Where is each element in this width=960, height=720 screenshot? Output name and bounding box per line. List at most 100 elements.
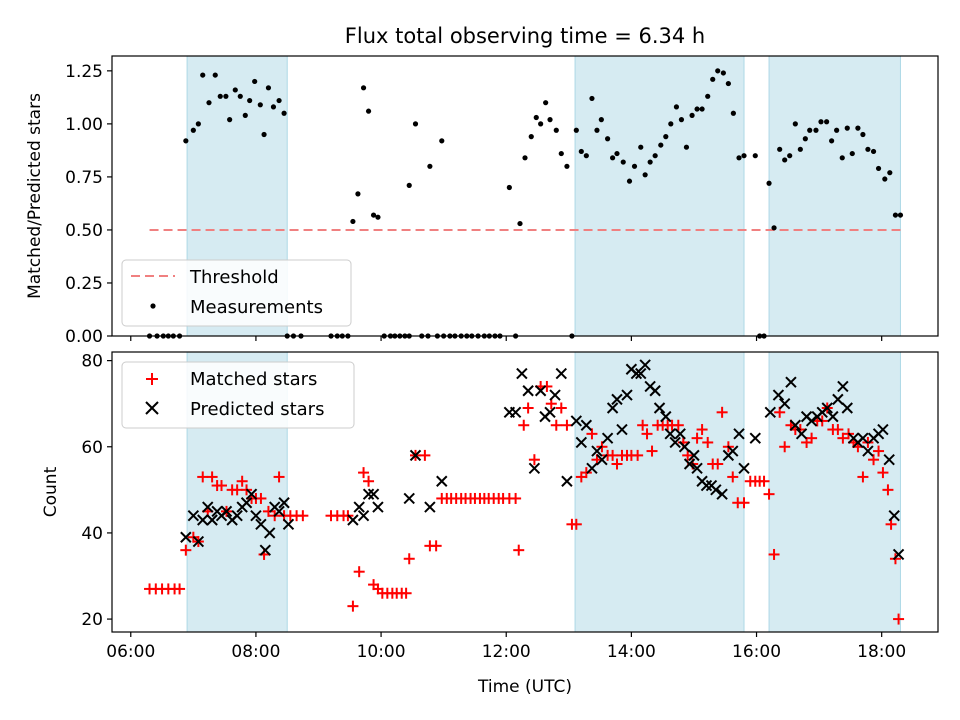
legend-label-predicted: Predicted stars (190, 399, 324, 420)
predicted-stars-point (653, 402, 666, 414)
matched-stars-point (885, 518, 897, 530)
predicted-stars-point (772, 389, 785, 401)
measurement-point (730, 110, 736, 116)
predicted-stars-point (586, 462, 598, 475)
measurement-point (594, 127, 600, 133)
measurement-point (195, 121, 201, 127)
matched-stars-point (510, 492, 522, 504)
top-x-ticks (130, 336, 883, 341)
measurement-point (350, 218, 356, 225)
bottom-shaded-regions (186, 351, 901, 633)
matched-stars-point (727, 471, 739, 483)
measurement-point (517, 220, 523, 227)
measurement-point (370, 212, 377, 218)
matched-stars-point (712, 458, 724, 470)
matched-stars-point (586, 428, 598, 440)
matched-stars-point (570, 518, 582, 530)
measurement-point (439, 138, 445, 144)
predicted-stars-point (424, 501, 436, 513)
measurement-point (543, 100, 549, 106)
matched-stars-point (857, 471, 869, 483)
matched-stars-point (611, 458, 623, 470)
predicted-stars-point (789, 419, 802, 431)
predicted-stars-point (409, 449, 422, 462)
matched-stars-point (877, 467, 889, 479)
measurement-point (270, 104, 277, 110)
matched-stars-point (236, 475, 248, 487)
measurement-point (533, 114, 539, 121)
predicted-stars-point (749, 432, 761, 444)
predicted-stars-point (611, 393, 623, 406)
matched-stars-point (763, 488, 775, 500)
predicted-stars-point (888, 509, 900, 522)
measurement-point (647, 159, 653, 165)
matched-stars-point (873, 445, 885, 457)
matched-stars-point (528, 454, 540, 466)
measurement-point (355, 191, 361, 197)
measurement-point (573, 127, 579, 133)
matched-stars-point (358, 467, 370, 479)
measurement-point (522, 155, 528, 161)
y-tick-label: 0.25 (65, 274, 103, 294)
y-tick-label: 60 (81, 438, 103, 458)
measurement-point (870, 148, 877, 155)
measurement-point (242, 112, 248, 118)
matched-stars-point (400, 587, 412, 599)
predicted-stars-point (367, 488, 380, 500)
predicted-stars-point (795, 428, 808, 440)
predicted-stars-point (691, 462, 703, 475)
matched-stars-point (607, 449, 619, 461)
predicted-stars-point (877, 423, 889, 436)
predicted-stars-point (678, 441, 691, 453)
matched-stars-point (868, 454, 880, 466)
matched-stars-point (197, 471, 209, 483)
matched-stars-point (672, 419, 684, 431)
measurement-point (276, 97, 282, 104)
predicted-stars-point (362, 488, 375, 500)
measurement-point (725, 80, 731, 87)
legend-label-measurements: Measurements (190, 297, 323, 318)
measurement-point (614, 150, 620, 157)
matched-stars-point (180, 544, 192, 556)
measurement-point (217, 93, 223, 99)
predicted-stars-point (639, 359, 651, 371)
measurement-point (860, 131, 866, 138)
predicted-stars-point (549, 389, 561, 401)
measurement-point (797, 146, 803, 152)
predicted-stars-point (231, 509, 243, 522)
predicted-stars-point (630, 367, 643, 380)
predicted-stars-point (764, 406, 777, 419)
predicted-stars-point (733, 428, 745, 440)
matched-stars-point (231, 484, 243, 496)
measurement-point (610, 155, 616, 161)
predicted-stars-point (357, 509, 370, 522)
matched-stars-point (561, 419, 573, 431)
predicted-stars-point (192, 535, 205, 548)
measurement-point (589, 95, 595, 102)
matched-stars-point (893, 613, 905, 625)
measurement-point (829, 138, 835, 144)
measurement-point (678, 117, 685, 123)
legend-label-threshold: Threshold (189, 267, 279, 288)
legend-measurements-marker (150, 303, 156, 309)
matched-stars-point (273, 471, 285, 483)
measurement-point (375, 214, 381, 220)
predicted-stars-point (436, 475, 448, 487)
top-axes-frame (111, 55, 939, 337)
matched-stars-point (430, 540, 442, 552)
matched-stars-point (837, 432, 849, 444)
predicted-stars-point (778, 397, 791, 410)
measurement-point (792, 121, 798, 127)
predicted-stars-point (259, 544, 272, 556)
measurement-point (360, 85, 367, 91)
matched-stars-point (637, 419, 649, 431)
matched-stars-point (206, 471, 218, 483)
predicted-stars-point (250, 509, 262, 522)
measurement-point (183, 138, 189, 144)
measurement-point (849, 150, 855, 157)
measurement-point (839, 155, 845, 161)
measurement-point (752, 153, 758, 159)
measurement-point (802, 136, 808, 142)
predicted-stars-point (785, 376, 797, 388)
